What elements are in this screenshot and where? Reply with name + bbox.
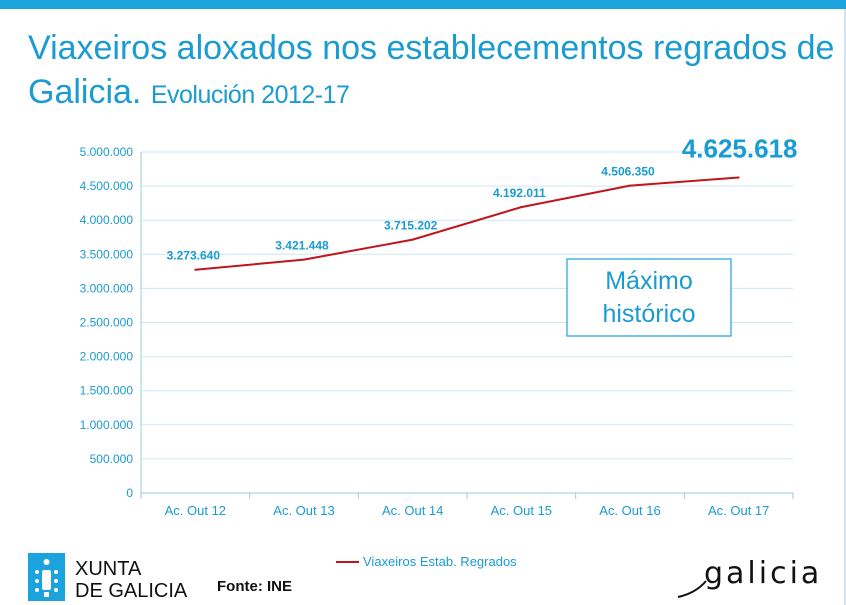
page-title: Viaxeiros aloxados nos establecementos r… [28, 26, 838, 117]
annotation-box: Máximo histórico [566, 258, 732, 337]
right-border [844, 9, 846, 605]
series-line [195, 176, 739, 271]
legend: Viaxeiros Estab. Regrados [336, 554, 517, 569]
xunta-line-2: DE GALICIA [75, 580, 188, 602]
legend-label: Viaxeiros Estab. Regrados [363, 554, 517, 569]
x-tick-label: Ac. Out 12 [165, 503, 226, 518]
y-tick-label: 4.500.000 [80, 179, 134, 193]
data-labels: 3.273.640 3.421.448 3.715.202 4.192.011 4.50… [167, 134, 798, 263]
y-tick-label: 3.000.000 [80, 281, 134, 295]
annotation-line-1: Máximo [605, 267, 693, 295]
data-point [737, 176, 740, 179]
annotation-line-2: histórico [602, 300, 695, 328]
title-main: Viaxeiros aloxados nos establecementos r… [28, 29, 835, 111]
x-tick-label: Ac. Out 17 [708, 503, 769, 518]
annotation-frame [566, 258, 732, 337]
title-subtitle: Evolución 2012-17 [150, 81, 350, 109]
y-tick-label: 5.000.000 [80, 145, 134, 159]
data-point [303, 258, 305, 261]
y-tick-label: 1.500.000 [80, 384, 134, 398]
data-label: 4.506.350 [601, 165, 655, 179]
y-tick-label: 3.500.000 [80, 247, 134, 261]
x-tick-label: Ac. Out 16 [599, 503, 660, 518]
y-tick-label: 2.000.000 [80, 350, 134, 364]
x-tick-label: Ac. Out 15 [491, 503, 552, 518]
galicia-brand-logo: galicia [677, 556, 822, 598]
x-tick-label: Ac. Out 14 [382, 503, 443, 518]
data-point [629, 184, 631, 187]
data-point [520, 206, 523, 209]
y-tick-label: 4.000.000 [80, 213, 134, 227]
data-label: 4.192.011 [493, 186, 546, 200]
data-label: 3.273.640 [167, 249, 221, 263]
xunta-line-1: XUNTA [75, 558, 142, 580]
y-axis-ticks: 0 500.000 1.000.000 1.500.000 2.000.000 2.500… [80, 145, 134, 500]
data-point [411, 238, 414, 241]
y-tick-label: 1.000.000 [80, 418, 134, 432]
y-tick-label: 500.000 [90, 452, 134, 466]
data-point [194, 268, 197, 271]
y-tick-label: 2.500.000 [80, 316, 134, 330]
galicia-swoosh-icon [677, 580, 707, 598]
y-tick-label: 0 [126, 486, 133, 500]
data-label: 3.715.202 [384, 219, 438, 233]
top-accent-bar [0, 0, 846, 9]
x-tick-label: Ac. Out 13 [273, 503, 334, 518]
data-label-max: 4.625.618 [682, 134, 798, 164]
data-label: 3.421.448 [275, 239, 329, 253]
x-axis-ticks: Ac. Out 12 Ac. Out 13 Ac. Out 14 Ac. Out 15… [140, 493, 794, 518]
xunta-de-galicia-logo: XUNTA DE GALICIA [28, 553, 188, 602]
series-group [194, 176, 740, 271]
galicia-wordmark: galicia [704, 556, 822, 591]
source-note: Fonte: INE [217, 578, 292, 595]
